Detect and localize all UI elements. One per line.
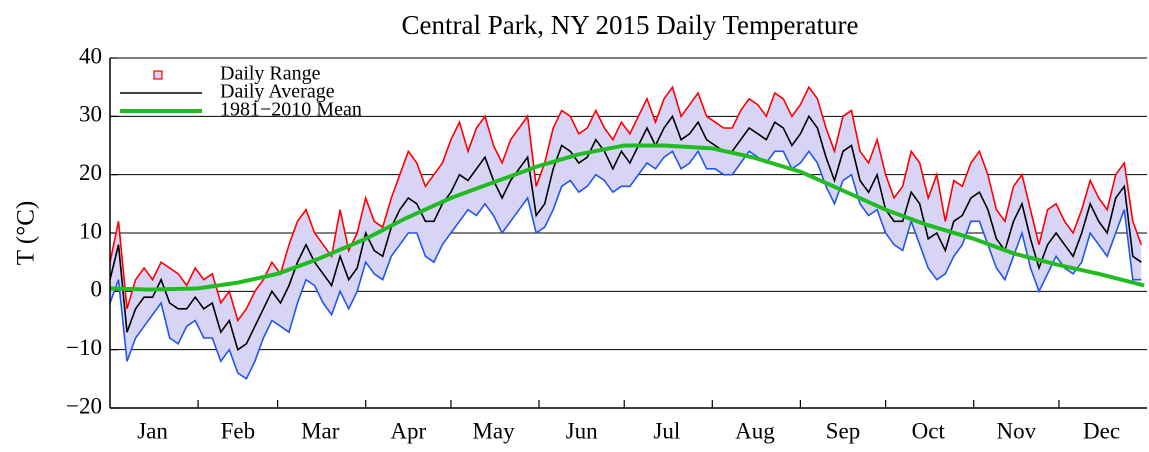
x-tick-label: Mar [301,418,340,443]
y-axis-label: T (°C) [13,201,40,265]
y-tick-label: 10 [79,218,102,243]
chart-title: Central Park, NY 2015 Daily Temperature [402,10,859,40]
average-line [109,114,1142,351]
x-tick-label: Jan [137,418,168,443]
x-tick-label: Oct [912,418,946,443]
x-tick-label: Aug [735,418,775,443]
legend-label: 1981−2010 Mean [220,99,362,121]
y-tick-label: −10 [66,335,102,360]
mean-line [109,143,1145,292]
y-tick-label: 40 [79,43,102,68]
legend-label: Daily Average [220,81,335,103]
x-tick-label: Nov [996,418,1036,443]
y-tick-label: −20 [66,393,102,418]
y-tick-label: 20 [79,160,102,185]
x-tick-label: Jun [566,418,598,443]
x-tick-label: Dec [1083,418,1120,443]
x-tick-label: May [472,418,515,443]
legend-swatch [153,70,163,80]
x-tick-label: Sep [826,418,861,443]
x-tick-label: Apr [390,418,426,443]
x-tick-label: Jul [653,418,680,443]
legend-label: Daily Range [220,63,321,85]
y-tick-label: 0 [91,277,103,302]
low-line [109,149,1142,380]
y-tick-label: 30 [79,102,102,127]
x-tick-label: Feb [221,418,256,443]
high-line [109,85,1143,323]
